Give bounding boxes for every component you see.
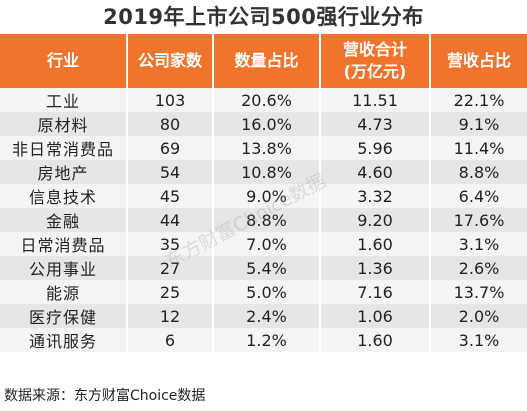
cell-revenue-total: 1.06 (320, 304, 431, 328)
cell-industry: 公用事业 (0, 256, 128, 280)
cell-revenue-share: 9.1% (430, 112, 527, 136)
header-count-share: 数量占比 (213, 34, 321, 88)
cell-count-share: 7.0% (213, 232, 321, 256)
header-company-count: 公司家数 (127, 34, 214, 88)
cell-industry: 能源 (0, 280, 128, 304)
cell-count-share: 9.0% (213, 184, 321, 208)
cell-revenue-total: 7.16 (320, 280, 431, 304)
cell-count-share: 5.0% (213, 280, 321, 304)
cell-industry: 金融 (0, 208, 128, 232)
cell-revenue-total: 1.60 (320, 232, 431, 256)
cell-revenue-share: 3.1% (430, 328, 527, 352)
cell-revenue-share: 6.4% (430, 184, 527, 208)
cell-company-count: 45 (127, 184, 214, 208)
cell-company-count: 80 (127, 112, 214, 136)
data-source-note: 数据来源：东方财富Choice数据 (4, 388, 206, 404)
cell-industry: 通讯服务 (0, 328, 128, 352)
cell-revenue-share: 17.6% (430, 208, 527, 232)
cell-count-share: 8.8% (213, 208, 321, 232)
cell-company-count: 25 (127, 280, 214, 304)
cell-revenue-share: 13.7% (430, 280, 527, 304)
cell-revenue-share: 2.6% (430, 256, 527, 280)
cell-count-share: 1.2% (213, 328, 321, 352)
header-industry: 行业 (0, 34, 128, 88)
cell-company-count: 54 (127, 160, 214, 184)
table-body: 工业 103 20.6% 11.51 22.1% 原材料 80 16.0% 4.73 9.1% 非日… (0, 88, 527, 352)
table-row: 日常消费品 35 7.0% 1.60 3.1% (0, 232, 527, 256)
cell-company-count: 69 (127, 136, 214, 160)
cell-revenue-total: 5.96 (320, 136, 431, 160)
cell-industry: 工业 (0, 88, 128, 112)
cell-revenue-share: 11.4% (430, 136, 527, 160)
cell-count-share: 10.8% (213, 160, 321, 184)
cell-industry: 信息技术 (0, 184, 128, 208)
table-row: 公用事业 27 5.4% 1.36 2.6% (0, 256, 527, 280)
cell-company-count: 6 (127, 328, 214, 352)
cell-revenue-total: 1.60 (320, 328, 431, 352)
cell-revenue-total: 11.51 (320, 88, 431, 112)
cell-company-count: 35 (127, 232, 214, 256)
cell-count-share: 16.0% (213, 112, 321, 136)
cell-revenue-share: 3.1% (430, 232, 527, 256)
table-row: 原材料 80 16.0% 4.73 9.1% (0, 112, 527, 136)
table-row: 工业 103 20.6% 11.51 22.1% (0, 88, 527, 112)
table-row: 能源 25 5.0% 7.16 13.7% (0, 280, 527, 304)
table-row: 金融 44 8.8% 9.20 17.6% (0, 208, 527, 232)
cell-revenue-share: 22.1% (430, 88, 527, 112)
table-row: 非日常消费品 69 13.8% 5.96 11.4% (0, 136, 527, 160)
cell-company-count: 12 (127, 304, 214, 328)
cell-industry: 非日常消费品 (0, 136, 128, 160)
cell-revenue-share: 8.8% (430, 160, 527, 184)
table-row: 房地产 54 10.8% 4.60 8.8% (0, 160, 527, 184)
cell-count-share: 20.6% (213, 88, 321, 112)
cell-revenue-total: 9.20 (320, 208, 431, 232)
cell-company-count: 103 (127, 88, 214, 112)
cell-count-share: 13.8% (213, 136, 321, 160)
cell-revenue-total: 4.60 (320, 160, 431, 184)
cell-revenue-total: 1.36 (320, 256, 431, 280)
cell-count-share: 2.4% (213, 304, 321, 328)
cell-revenue-total: 3.32 (320, 184, 431, 208)
table-header-row: 行业 公司家数 数量占比 营收合计 (万亿元) 营收占比 (0, 34, 527, 88)
page-title: 2019年上市公司500强行业分布 (103, 5, 424, 29)
industry-table: 行业 公司家数 数量占比 营收合计 (万亿元) 营收占比 工业 103 20.6% 1… (0, 34, 527, 352)
cell-revenue-total: 4.73 (320, 112, 431, 136)
cell-company-count: 44 (127, 208, 214, 232)
table-row: 通讯服务 6 1.2% 1.60 3.1% (0, 328, 527, 352)
cell-industry: 日常消费品 (0, 232, 128, 256)
cell-industry: 房地产 (0, 160, 128, 184)
table-row: 医疗保健 12 2.4% 1.06 2.0% (0, 304, 527, 328)
cell-revenue-share: 2.0% (430, 304, 527, 328)
table-row: 信息技术 45 9.0% 3.32 6.4% (0, 184, 527, 208)
header-revenue-share: 营收占比 (430, 34, 527, 88)
cell-industry: 原材料 (0, 112, 128, 136)
cell-industry: 医疗保健 (0, 304, 128, 328)
cell-company-count: 27 (127, 256, 214, 280)
cell-count-share: 5.4% (213, 256, 321, 280)
header-revenue-total: 营收合计 (万亿元) (320, 34, 431, 88)
